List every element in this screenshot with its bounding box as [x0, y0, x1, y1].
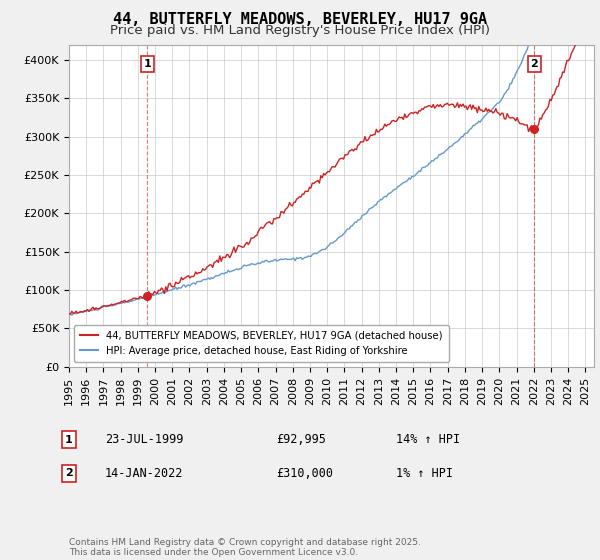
Text: 2: 2: [65, 468, 73, 478]
Text: 1: 1: [143, 59, 151, 69]
Point: [530, 125, 539, 134]
Text: 14-JAN-2022: 14-JAN-2022: [105, 466, 184, 480]
Text: 14% ↑ HPI: 14% ↑ HPI: [396, 433, 460, 446]
Legend: 44, BUTTERFLY MEADOWS, BEVERLEY, HU17 9GA (detached house), HPI: Average price, : 44, BUTTERFLY MEADOWS, BEVERLEY, HU17 9G…: [74, 325, 449, 362]
Text: Contains HM Land Registry data © Crown copyright and database right 2025.
This d: Contains HM Land Registry data © Crown c…: [69, 538, 421, 557]
Text: Price paid vs. HM Land Registry's House Price Index (HPI): Price paid vs. HM Land Registry's House …: [110, 24, 490, 36]
Text: 44, BUTTERFLY MEADOWS, BEVERLEY, HU17 9GA: 44, BUTTERFLY MEADOWS, BEVERLEY, HU17 9G…: [113, 12, 487, 27]
Text: 1: 1: [65, 435, 73, 445]
Text: 23-JUL-1999: 23-JUL-1999: [105, 433, 184, 446]
Text: £92,995: £92,995: [276, 433, 326, 446]
Text: 2: 2: [530, 59, 538, 69]
Text: 1% ↑ HPI: 1% ↑ HPI: [396, 466, 453, 480]
Text: £310,000: £310,000: [276, 466, 333, 480]
Point: [143, 291, 152, 300]
